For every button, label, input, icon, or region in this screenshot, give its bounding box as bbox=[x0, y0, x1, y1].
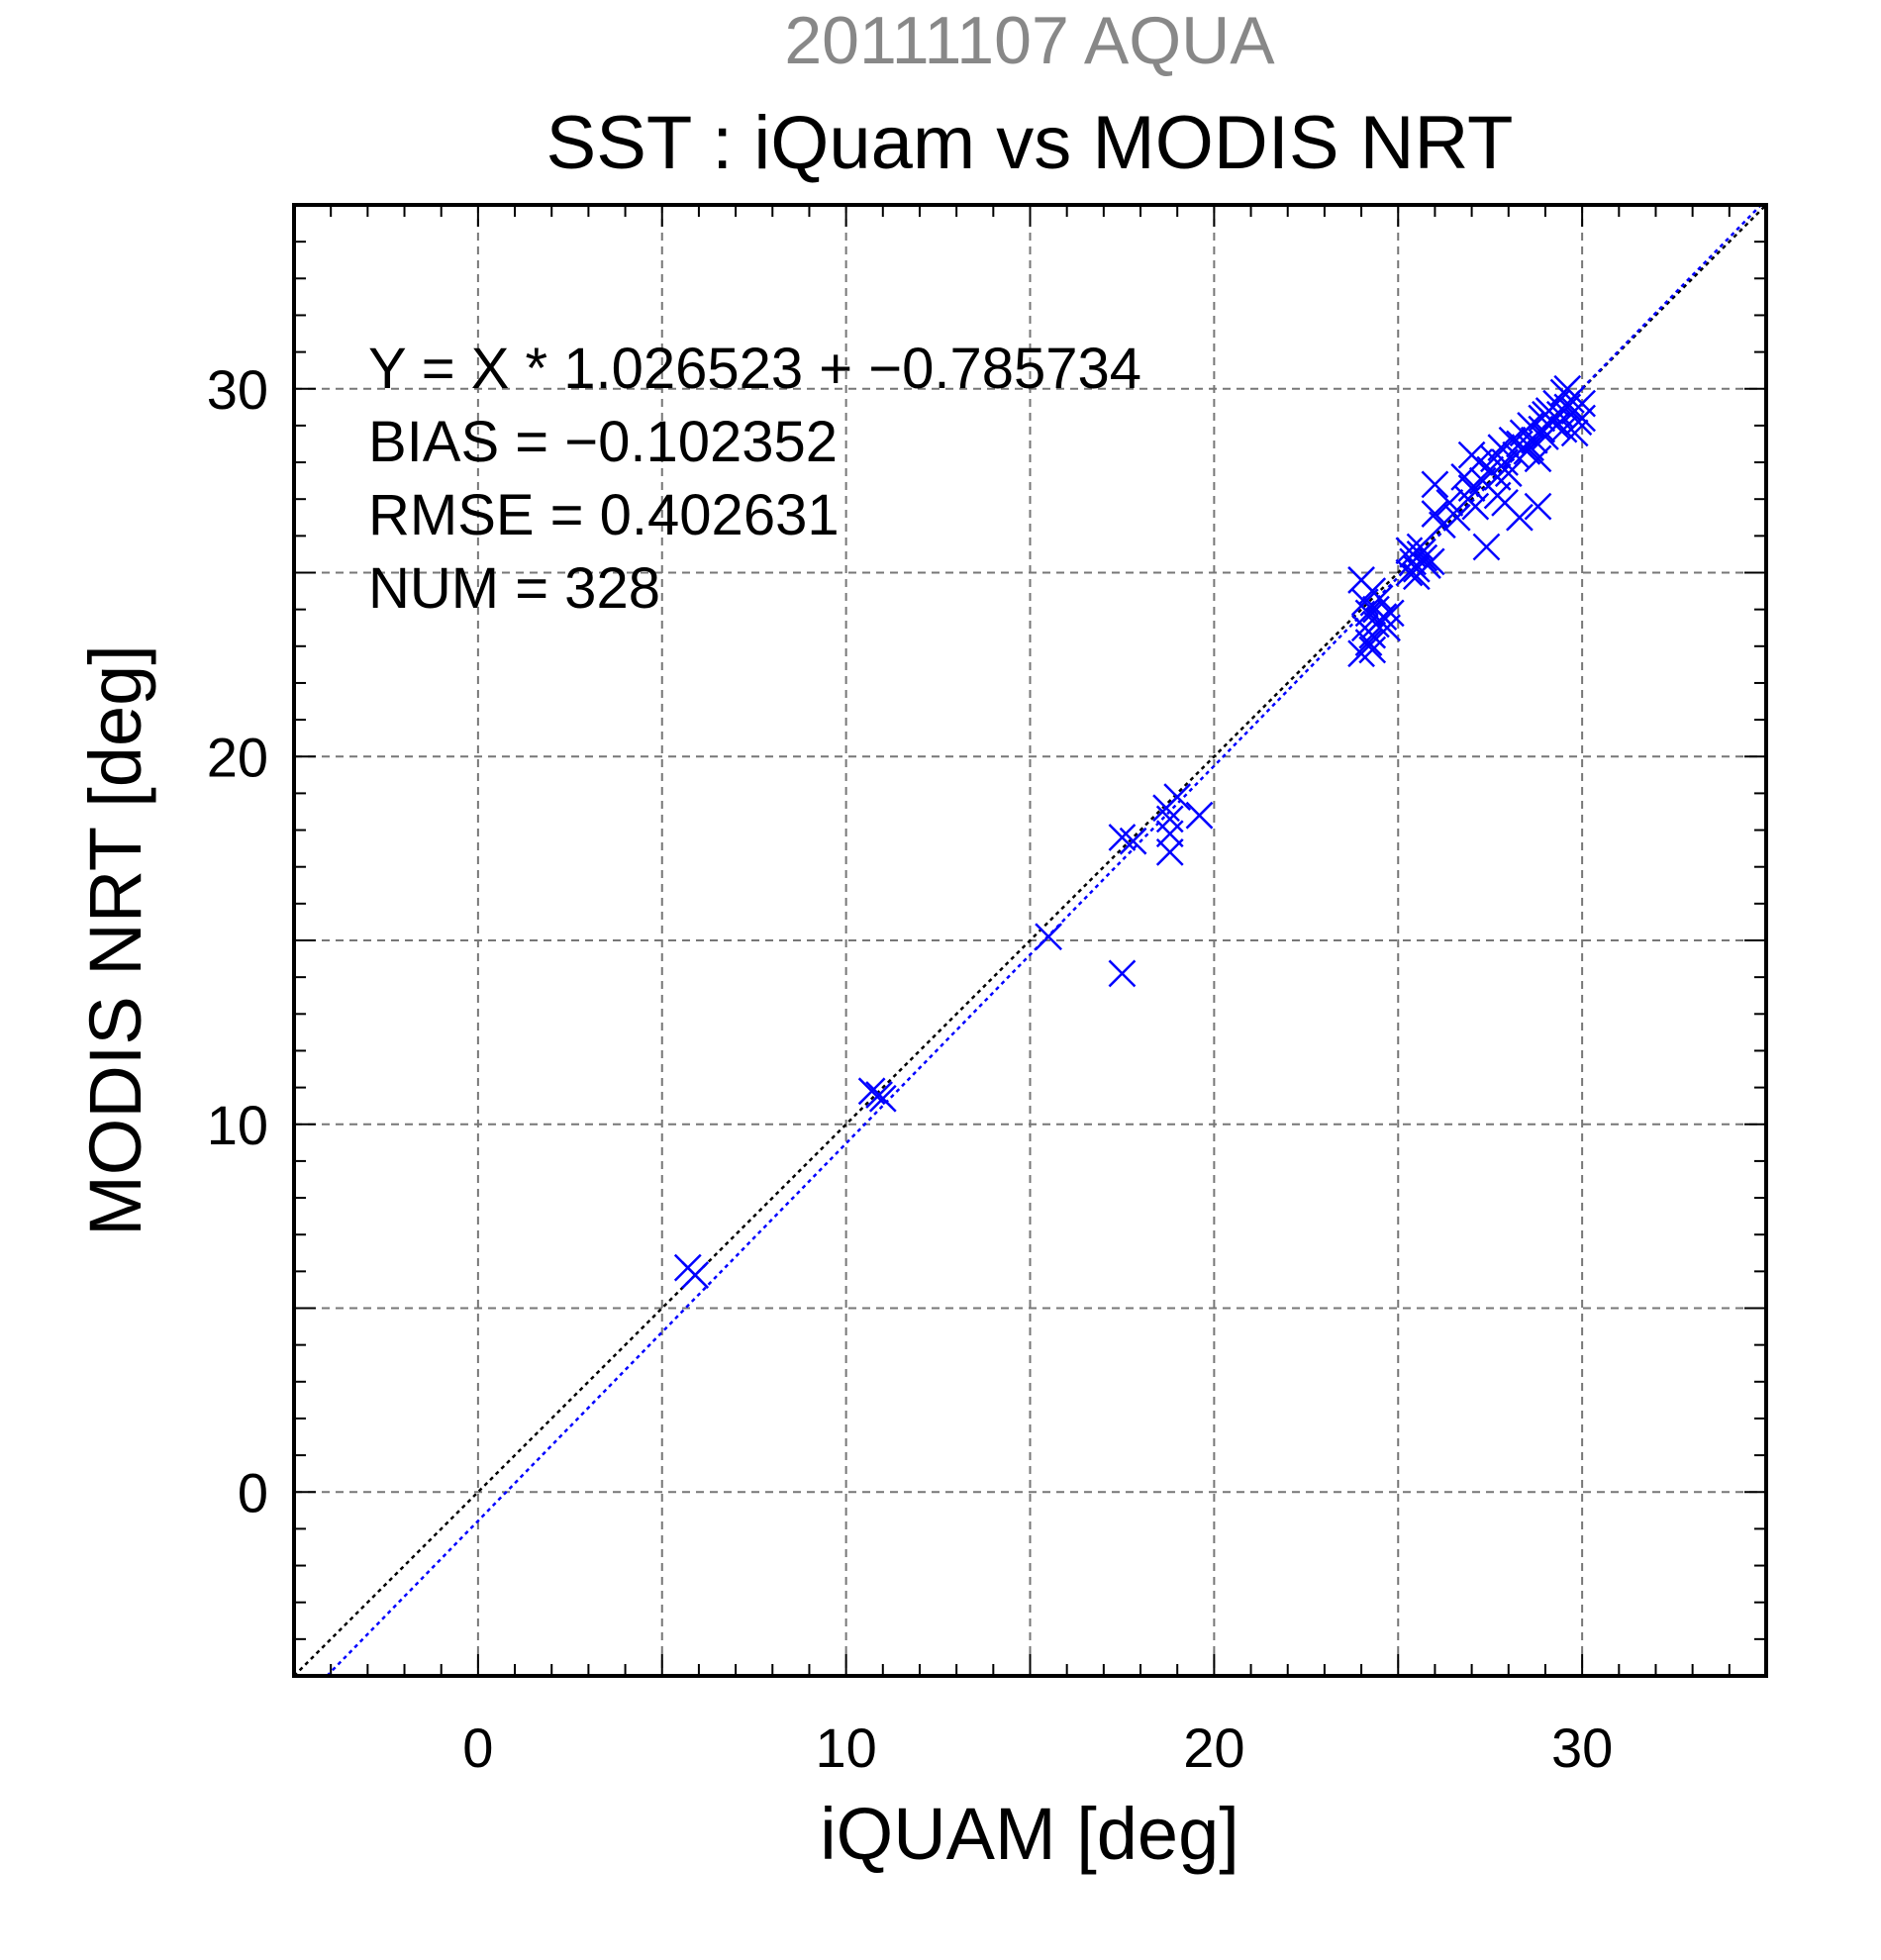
data-points bbox=[673, 374, 1597, 1289]
data-point bbox=[1491, 489, 1519, 517]
data-point bbox=[1395, 558, 1424, 587]
data-point bbox=[1376, 599, 1405, 628]
plot-frame bbox=[292, 203, 1768, 1678]
x-tick-label: 20 bbox=[1183, 1716, 1244, 1779]
data-point bbox=[1347, 639, 1375, 668]
data-point bbox=[1358, 621, 1387, 649]
stat-line: NUM = 328 bbox=[368, 556, 660, 621]
y-tick-label: 30 bbox=[207, 358, 268, 421]
y-tick-label: 10 bbox=[207, 1094, 268, 1156]
data-point bbox=[1524, 492, 1552, 521]
data-point bbox=[1472, 533, 1501, 561]
data-point bbox=[1428, 511, 1456, 539]
data-point bbox=[1035, 923, 1062, 951]
data-point bbox=[1417, 547, 1445, 576]
data-point bbox=[1494, 459, 1523, 488]
x-axis-label: iQUAM [deg] bbox=[820, 1793, 1239, 1875]
data-point bbox=[1457, 441, 1486, 469]
data-point bbox=[1568, 404, 1597, 433]
data-point bbox=[1155, 805, 1184, 833]
data-point bbox=[1421, 470, 1449, 499]
tick-labels: 0 10 20 30 0 10 20 30 bbox=[207, 358, 1614, 1779]
data-point bbox=[1436, 489, 1464, 517]
data-point bbox=[1399, 540, 1428, 568]
data-point bbox=[1119, 827, 1147, 855]
stat-line: BIAS = −0.102352 bbox=[368, 410, 838, 474]
stats-annotations: Y = X * 1.026523 + −0.785734 BIAS = −0.10… bbox=[368, 337, 1141, 621]
data-point bbox=[1163, 783, 1192, 811]
data-point bbox=[1517, 434, 1544, 462]
data-point bbox=[1549, 415, 1578, 443]
data-point bbox=[1461, 492, 1490, 521]
one-to-one-line bbox=[293, 204, 1767, 1677]
chart-title: SST : iQuam vs MODIS NRT bbox=[546, 101, 1514, 185]
data-point bbox=[1362, 610, 1390, 638]
data-point bbox=[1502, 441, 1531, 469]
data-point bbox=[1442, 503, 1471, 532]
stat-line: Y = X * 1.026523 + −0.785734 bbox=[368, 337, 1141, 401]
data-point bbox=[1155, 837, 1184, 866]
x-tick-label: 10 bbox=[815, 1716, 876, 1779]
data-point bbox=[1108, 824, 1137, 851]
stat-line: RMSE = 0.402631 bbox=[368, 483, 840, 547]
data-point bbox=[1108, 959, 1137, 988]
data-point bbox=[1542, 412, 1570, 440]
data-point bbox=[868, 1084, 897, 1113]
x-tick-label: 30 bbox=[1551, 1716, 1613, 1779]
y-axis-label: MODIS NRT [deg] bbox=[74, 644, 156, 1236]
data-point bbox=[681, 1261, 710, 1289]
data-point bbox=[1185, 801, 1214, 830]
y-tick-label: 20 bbox=[207, 726, 268, 788]
x-tick-label: 0 bbox=[462, 1716, 493, 1779]
data-point bbox=[1560, 419, 1589, 447]
data-point bbox=[1553, 374, 1582, 403]
data-point bbox=[1358, 636, 1387, 664]
y-tick-label: 0 bbox=[238, 1461, 268, 1523]
data-point bbox=[1557, 386, 1585, 414]
data-point bbox=[1365, 584, 1394, 613]
chart-subtitle: 20111107 AQUA bbox=[784, 3, 1275, 78]
